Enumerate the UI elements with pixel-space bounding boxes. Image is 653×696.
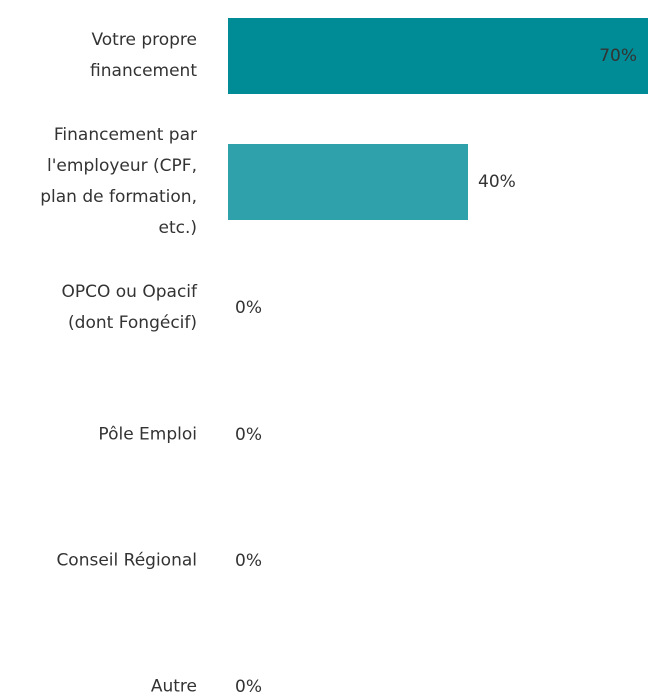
bar bbox=[228, 18, 648, 94]
value-label: 0% bbox=[235, 550, 262, 571]
category-label: Pôle Emploi bbox=[98, 424, 197, 445]
category-label: Conseil Régional bbox=[56, 550, 197, 571]
value-label: 40% bbox=[478, 172, 516, 193]
value-label: 70% bbox=[599, 46, 637, 66]
category-label: Financement par l'employeur (CPF, plan d… bbox=[40, 125, 197, 239]
value-label: 0% bbox=[235, 298, 262, 319]
category-label: Votre propre financement bbox=[90, 30, 197, 81]
value-label: 0% bbox=[235, 677, 262, 696]
category-label: Autre bbox=[150, 676, 197, 696]
value-label: 0% bbox=[235, 424, 262, 445]
bar bbox=[228, 144, 468, 221]
category-label: OPCO ou Opacif (dont Fongécif) bbox=[61, 282, 197, 334]
